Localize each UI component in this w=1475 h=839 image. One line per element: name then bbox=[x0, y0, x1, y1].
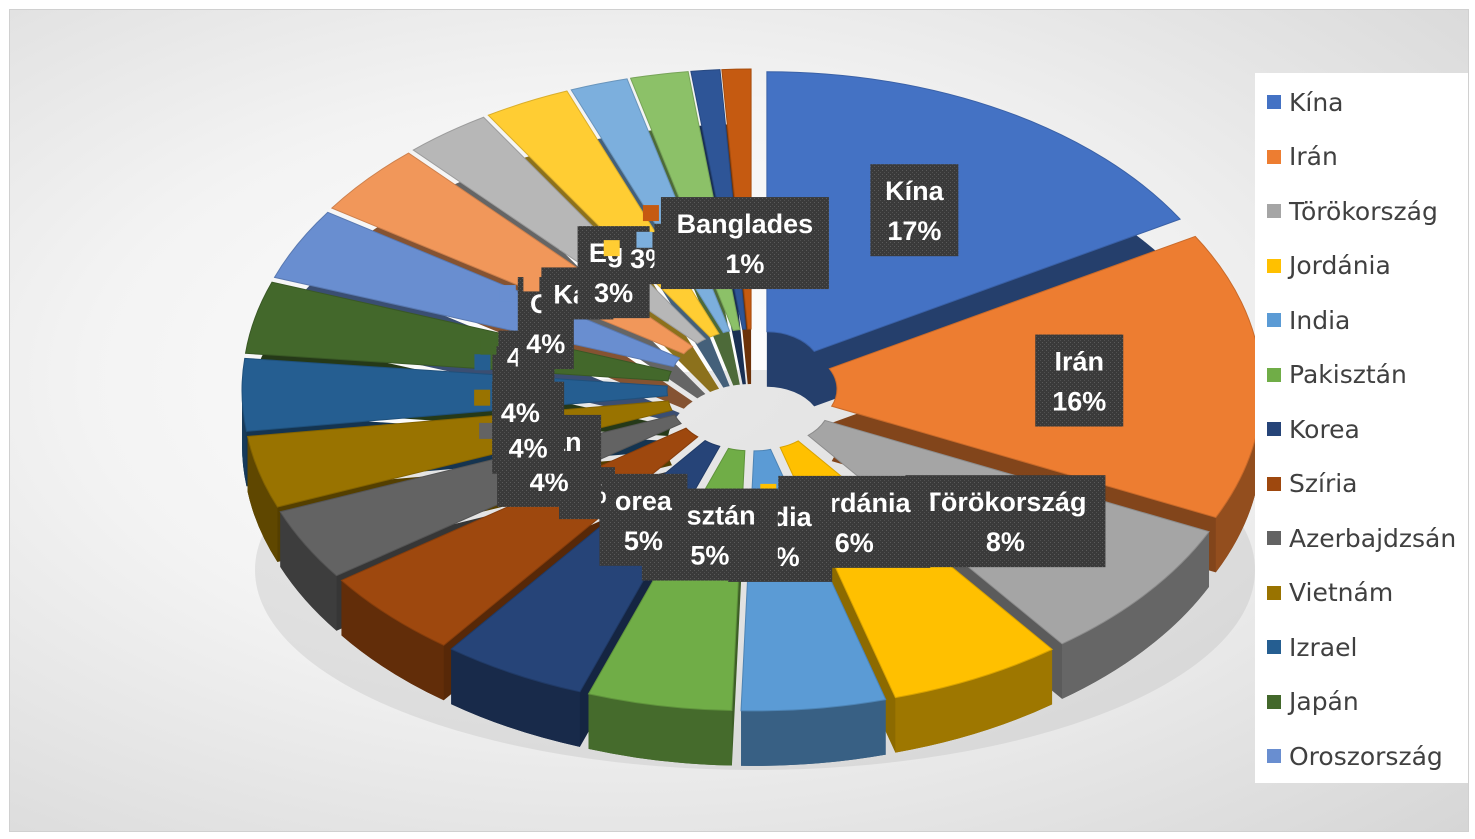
legend-label: India bbox=[1289, 305, 1351, 335]
doughnut-chart: Kína17%Irán16%Törökország8%Jordánia6%Ind… bbox=[241, 68, 1263, 770]
legend-swatch bbox=[1267, 476, 1281, 491]
data-label-törökország-box bbox=[905, 475, 1106, 568]
legend-label: Oroszország bbox=[1289, 741, 1443, 771]
legend-swatch bbox=[1267, 313, 1281, 327]
legend-item-szíria: Szíria bbox=[1267, 469, 1357, 499]
data-label-banglades-value: 1% bbox=[725, 249, 764, 279]
legend-swatch bbox=[1267, 367, 1281, 382]
slice-korea-side bbox=[451, 649, 580, 747]
legend-item-azerbajdzsán: Azerbajdzsán bbox=[1267, 523, 1456, 553]
legend-label: Pakisztán bbox=[1289, 360, 1407, 389]
legend-label: Izrael bbox=[1289, 632, 1358, 662]
legend-label: Irán bbox=[1289, 142, 1338, 171]
legend-label: Törökország bbox=[1289, 196, 1438, 226]
data-label-jordánia-value: 6% bbox=[835, 528, 874, 558]
slice-pakisztán-side bbox=[588, 693, 732, 766]
slice-jordánia-side bbox=[895, 649, 1053, 753]
legend-item-oroszország: Oroszország bbox=[1267, 741, 1443, 771]
legend-swatch bbox=[1267, 204, 1281, 218]
data-label-azerbajdzsán-key bbox=[479, 422, 496, 439]
data-label-banglades-box bbox=[660, 197, 829, 290]
legend-swatch bbox=[1267, 95, 1281, 109]
legend-label: Japán bbox=[1289, 687, 1359, 716]
data-label-kína-box bbox=[870, 164, 959, 257]
data-label-kazahsztán-key bbox=[523, 275, 540, 292]
slice-india-side bbox=[741, 699, 886, 766]
legend-swatch bbox=[1267, 585, 1281, 600]
legend-label: Szíria bbox=[1289, 469, 1358, 498]
data-label-banglades-name: Banglades bbox=[677, 209, 814, 239]
legend: Kína Irán Törökország Jordánia India Pakisztá… bbox=[1255, 73, 1468, 783]
data-label-korea-value: 5% bbox=[624, 526, 663, 556]
legend-swatch bbox=[1267, 640, 1281, 654]
data-label-törökország-value: 8% bbox=[986, 527, 1025, 557]
data-label-irán-name: Irán bbox=[1054, 347, 1104, 377]
legend-item-vietnám: Vietnám bbox=[1267, 578, 1393, 608]
data-label-irán-box bbox=[1035, 334, 1124, 427]
data-label-banglades: Banglades 1% bbox=[642, 197, 829, 290]
legend-label: Kína bbox=[1289, 87, 1344, 117]
slice-izrael-top bbox=[241, 357, 669, 432]
data-label-banglades-key bbox=[642, 205, 659, 222]
slice-irán-side bbox=[1215, 389, 1262, 573]
data-label-izrael-key bbox=[474, 354, 491, 371]
data-label-egyiptom-key bbox=[559, 234, 576, 251]
data-label-vietnám-key bbox=[474, 389, 491, 406]
data-label-izrael-value: 4% bbox=[501, 398, 540, 428]
legend-label: Azerbajdzsán bbox=[1289, 523, 1457, 553]
legend-item-kína: Kína bbox=[1267, 87, 1344, 117]
slice-kína-top bbox=[766, 71, 1181, 352]
data-label-pakisztán-value: 5% bbox=[690, 541, 729, 571]
slice-oroszország-top bbox=[273, 211, 681, 368]
data-label-kína-value: 17% bbox=[887, 216, 941, 246]
legend-swatch bbox=[1267, 258, 1281, 273]
legend-item-japán: Japán bbox=[1267, 687, 1359, 717]
slice-vietnám-side bbox=[247, 436, 278, 563]
legend-item-izrael: Izrael bbox=[1267, 632, 1357, 662]
legend-label: Vietnám bbox=[1289, 578, 1394, 607]
legend-item-korea: Korea bbox=[1267, 414, 1360, 444]
data-label-oroszország-value: 4% bbox=[526, 329, 565, 359]
chart-area: Kína 17% Irán 16% Törökország 8% Jordánia 6% Ind… bbox=[9, 9, 1469, 832]
legend-swatch bbox=[1267, 694, 1281, 709]
data-label-törökország: Törökország 8% bbox=[905, 475, 1106, 568]
legend-item-india: India bbox=[1267, 305, 1350, 335]
data-label-korea-name: orea bbox=[615, 486, 673, 516]
data-label-törökország-name: Törökország bbox=[924, 487, 1086, 517]
slice-szíria-side bbox=[341, 580, 444, 701]
slice-kína bbox=[766, 71, 1181, 407]
data-label-unlabeled-15-key bbox=[603, 240, 620, 257]
data-label-japán-key bbox=[480, 338, 497, 355]
legend-item-irán: Irán bbox=[1267, 142, 1338, 172]
legend-label: Korea bbox=[1289, 414, 1360, 444]
data-label-irán-value: 16% bbox=[1052, 387, 1106, 417]
slice-azerbajdzsán-side bbox=[280, 511, 337, 631]
slice-törökország-side bbox=[1062, 531, 1210, 699]
legend-item-jordánia: Jordánia bbox=[1267, 251, 1391, 281]
legend-swatch bbox=[1267, 749, 1281, 763]
legend-swatch bbox=[1267, 149, 1281, 164]
legend-swatch bbox=[1267, 531, 1281, 545]
data-label-kína: Kína 17% bbox=[870, 164, 959, 257]
legend-label: Jordánia bbox=[1289, 251, 1391, 280]
data-label-vietnám-value: 4% bbox=[509, 434, 548, 464]
legend-item-pakisztán: Pakisztán bbox=[1267, 360, 1407, 390]
data-label-kína-name: Kína bbox=[885, 176, 944, 206]
data-label-oroszország-key bbox=[499, 285, 516, 302]
legend-item-törökország: Törökország bbox=[1267, 196, 1438, 226]
data-label-irán: Irán 16% bbox=[1035, 334, 1124, 427]
data-label-unlabeled-16-key bbox=[636, 231, 653, 248]
legend-swatch bbox=[1267, 422, 1281, 436]
